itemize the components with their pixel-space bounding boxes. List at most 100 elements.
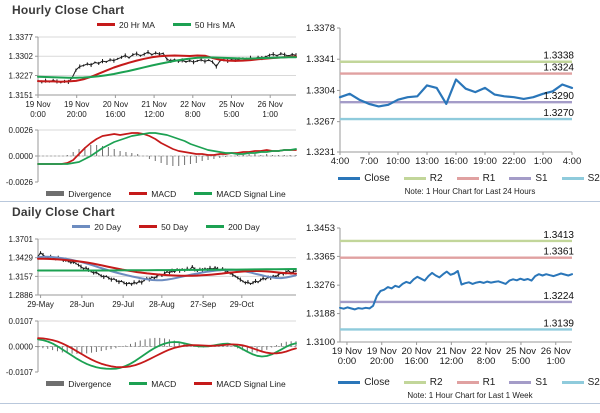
hourly-panel-title: Hourly Close Chart [12,3,125,17]
svg-text:29-Jul: 29-Jul [112,300,134,309]
legend-label: Divergence [68,378,112,389]
legend-label: R2 [429,377,443,388]
legend-item: 50 Day [139,222,188,232]
svg-text:1.3324: 1.3324 [543,63,574,74]
pivot-1w-panel: 1.3453 1.3365 1.3276 1.3188 1.3100 19 Nov 0:00… [300,202,600,403]
svg-text:4:00: 4:00 [331,156,350,167]
purple-line-swatch [509,177,532,180]
svg-text:27-Sep: 27-Sep [190,300,216,309]
hourly-ma-legend: 20 Hr MA 50 Hrs MA [34,18,298,31]
legend-label: S2 [587,173,600,184]
svg-text:1.3227: 1.3227 [9,71,34,80]
legend-label: MACD [151,188,177,199]
svg-text:22:00: 22:00 [502,156,526,167]
pivot-24h-panel: 1.3378 1.3341 1.3304 1.3267 1.3231 4:00 7:00 10… [300,0,600,201]
legend-label: S1 [535,377,548,388]
svg-text:4:00: 4:00 [563,156,582,167]
legend-label: S2 [587,377,600,388]
legend-label: Divergence [68,188,112,199]
olive-line-swatch [403,381,426,384]
svg-text:1.3231: 1.3231 [306,147,335,158]
svg-text:1.3157: 1.3157 [9,272,34,281]
lightblue-line-swatch [561,177,584,180]
legend-item: MACD [129,189,176,199]
svg-text:0.0000: 0.0000 [9,152,34,161]
pivot-24h-note: Note: 1 Hour Chart for Last 24 Hours [404,187,536,196]
hourly-macd-chart: 0.0026 0.0000 -0.0026 [6,126,297,187]
svg-text:-0.0107: -0.0107 [6,368,34,377]
legend-item: R2 [403,377,443,388]
legend-item: Close [338,377,390,388]
daily-close-panel: Daily Close Chart 20 Day 50 Day 200 Day 1.… [0,202,300,403]
legend-item: S1 [509,173,548,184]
red-line-swatch [96,23,115,26]
svg-text:1.2886: 1.2886 [9,291,34,300]
pink-line-swatch [456,381,479,384]
svg-text:1.3302: 1.3302 [9,52,34,61]
legend-item: MACD Signal Line [194,189,286,199]
svg-text:10:00: 10:00 [386,156,410,167]
pivot-1w-note: Note: 1 Hour Chart for Last 1 Week [407,391,533,400]
gray-bar-swatch [46,191,65,196]
legend-item: 200 Day [206,222,260,232]
lightblue-line-swatch [561,381,584,384]
legend-item: S2 [561,377,600,388]
legend-item: 20 Hr MA [96,20,155,30]
svg-text:1.3365: 1.3365 [306,251,335,262]
legend-item: R2 [403,173,443,184]
green-line-swatch [194,192,213,195]
svg-text:1.3290: 1.3290 [543,91,574,102]
green-line-swatch [172,23,191,26]
svg-text:1:00: 1:00 [534,156,553,167]
legend-item: S1 [509,377,548,388]
legend-label: R1 [482,173,496,184]
svg-text:-0.0026: -0.0026 [6,178,34,187]
blue-line-swatch [72,225,91,228]
hourly-macd-legend: Divergence MACD MACD Signal Line [34,187,298,200]
bottom-border-line [0,403,600,404]
svg-text:7:00: 7:00 [360,156,379,167]
olive-line-swatch [403,177,426,180]
daily-panel-title: Daily Close Chart [12,205,115,219]
svg-text:1.3100: 1.3100 [306,337,335,348]
svg-text:1.3377: 1.3377 [9,33,34,42]
svg-text:1.3224: 1.3224 [543,291,574,302]
legend-item: MACD [129,379,176,389]
horizontal-divider [0,201,600,202]
svg-text:0.0026: 0.0026 [9,126,34,135]
svg-text:0.0000: 0.0000 [9,343,34,352]
daily-macd-legend: Divergence MACD MACD Signal Line [34,377,298,390]
legend-item: S2 [561,173,600,184]
legend-label: MACD [151,378,177,389]
svg-text:29-Oct: 29-Oct [230,300,255,309]
svg-text:1.3188: 1.3188 [306,309,335,320]
svg-text:13:00: 13:00 [415,156,439,167]
svg-text:1.3139: 1.3139 [543,318,574,329]
svg-text:1.3429: 1.3429 [9,254,34,263]
svg-text:28-Jun: 28-Jun [70,300,94,309]
legend-label: Close [364,377,390,388]
svg-text:1.3378: 1.3378 [306,23,335,34]
legend-label: R1 [482,377,496,388]
legend-label: 200 Day [228,221,260,232]
pivot-24h-legend: Close R2 R1 S1 S2 [338,172,600,185]
legend-label: MACD Signal Line [216,378,286,389]
svg-text:28-Aug: 28-Aug [149,300,175,309]
svg-text:1.3270: 1.3270 [543,108,574,119]
svg-text:16:00: 16:00 [444,156,468,167]
